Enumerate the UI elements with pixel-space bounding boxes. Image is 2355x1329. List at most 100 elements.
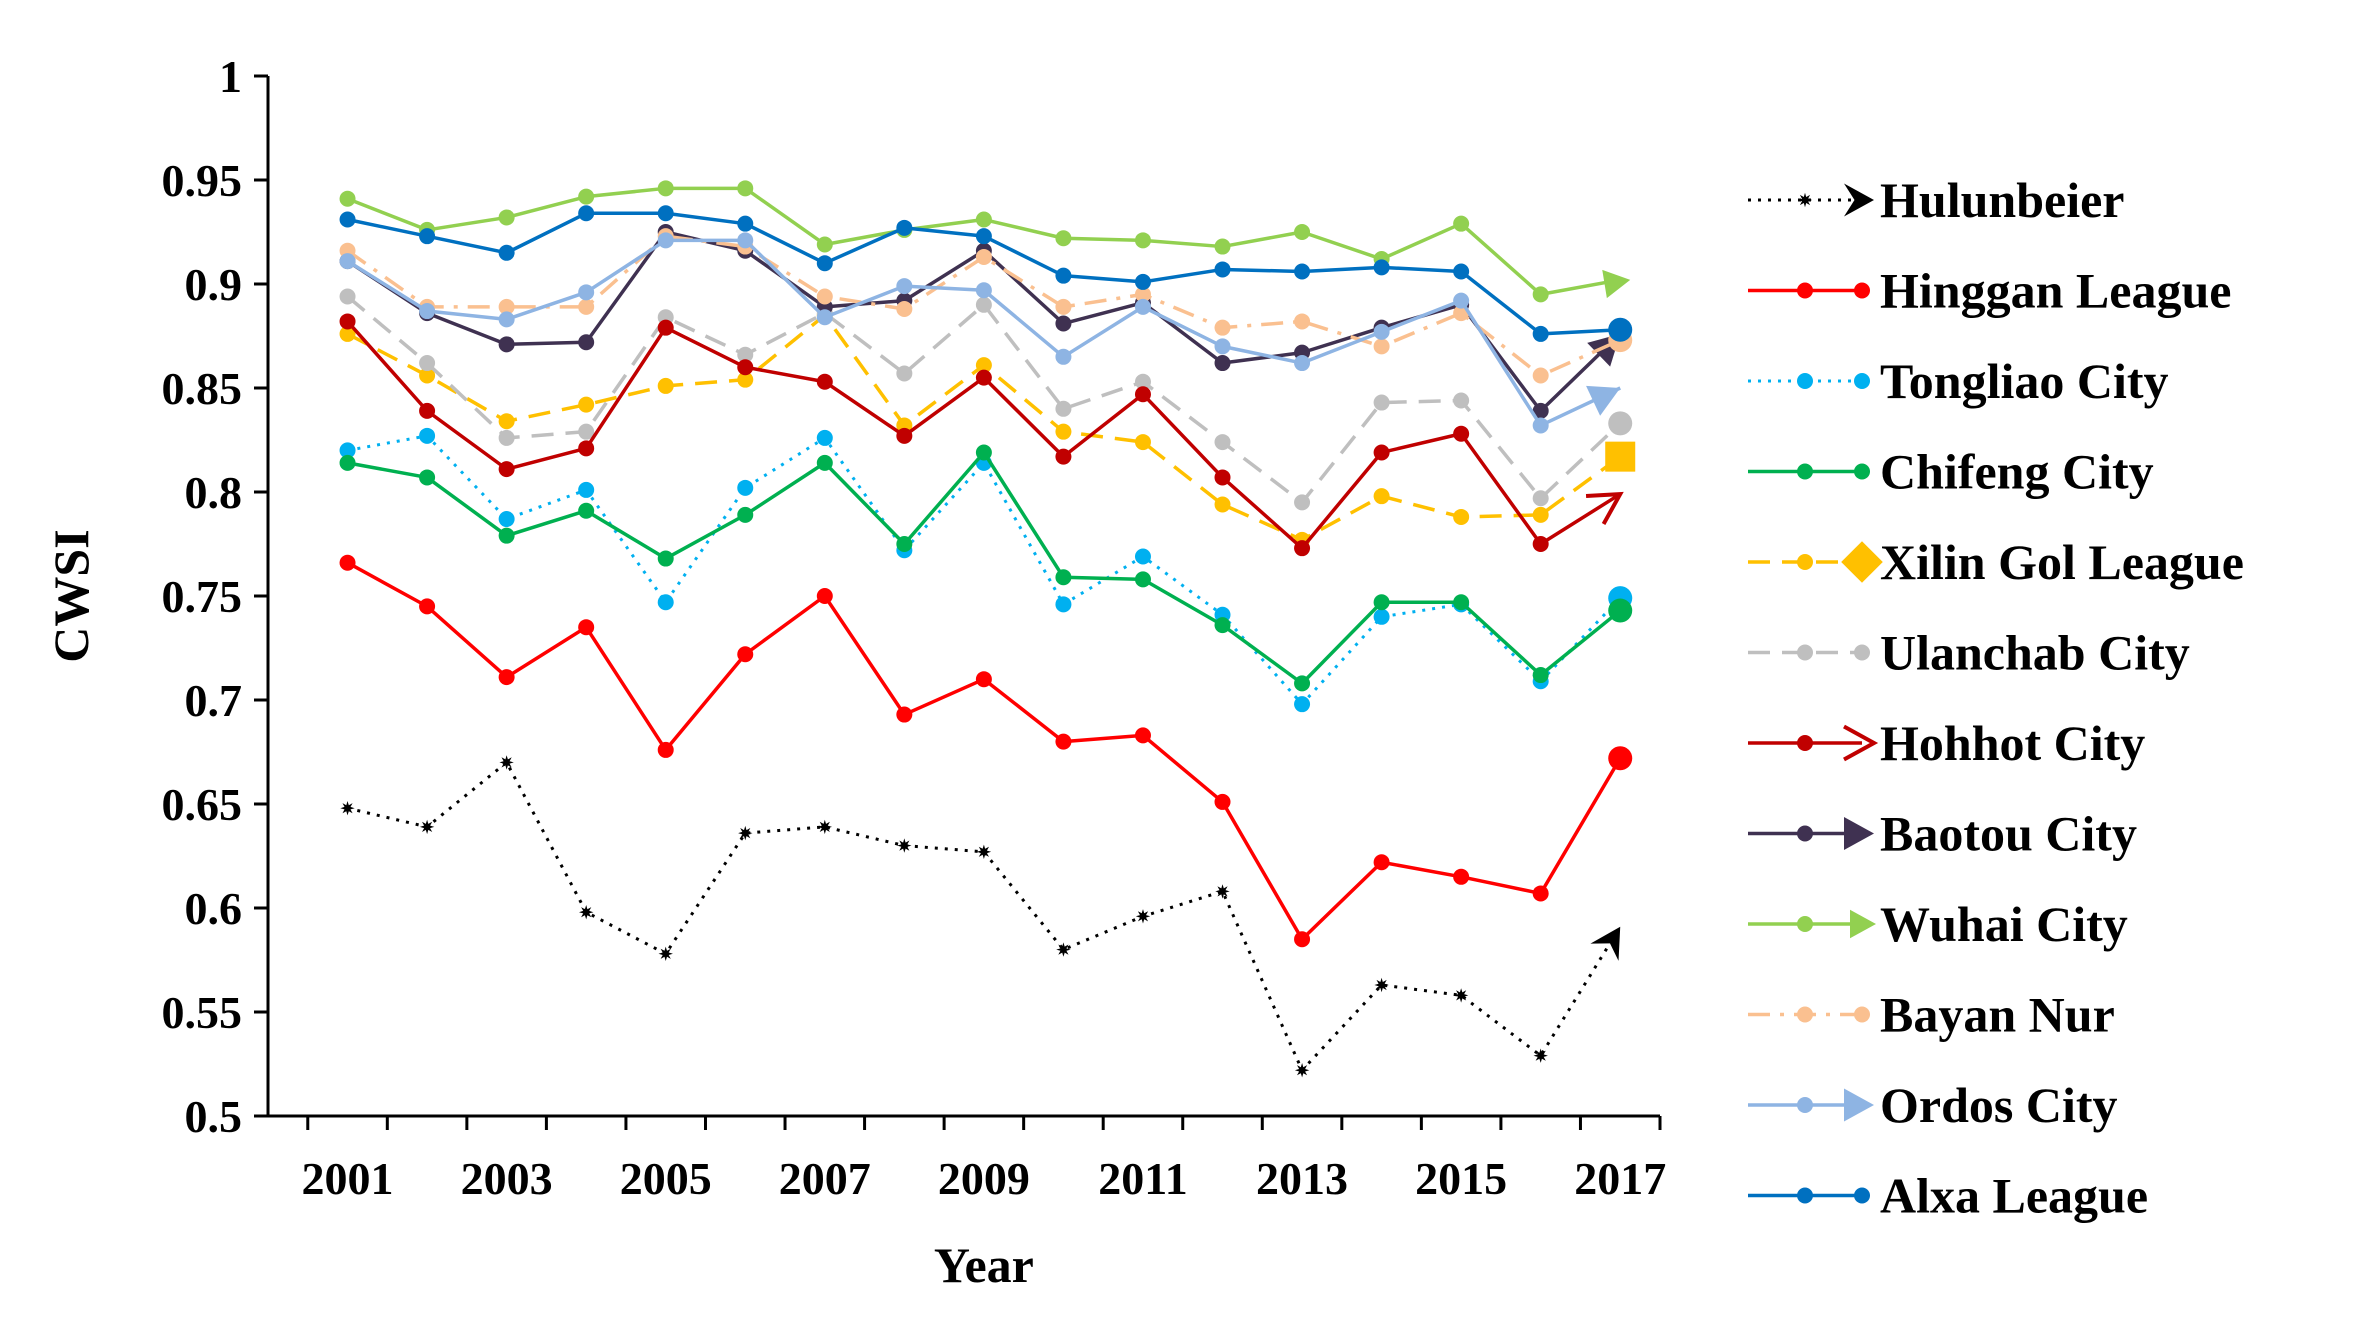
data-point xyxy=(816,288,833,305)
legend-label: Hinggan League xyxy=(1880,263,2231,319)
data-point xyxy=(1533,1048,1548,1063)
data-point xyxy=(1214,238,1231,255)
data-point xyxy=(340,801,355,816)
data-point xyxy=(339,253,356,270)
series-line xyxy=(347,760,1622,1072)
data-point xyxy=(975,444,992,461)
data-point xyxy=(657,232,674,249)
y-tick-label: 0.95 xyxy=(162,155,243,206)
data-point xyxy=(1214,319,1231,336)
data-point xyxy=(1214,469,1231,486)
legend-item: Bayan Nur xyxy=(1748,987,2115,1043)
data-point xyxy=(339,313,356,330)
data-point xyxy=(498,527,515,544)
series-line xyxy=(346,234,1621,378)
data-point xyxy=(1134,386,1151,403)
data-point xyxy=(657,550,674,567)
legend-item: Tongliao City xyxy=(1748,353,2169,409)
data-point xyxy=(1532,490,1549,507)
x-tick-label: 2005 xyxy=(620,1153,712,1204)
data-point-end xyxy=(1602,269,1631,299)
legend-marker xyxy=(1797,1006,1813,1023)
data-point xyxy=(1453,292,1470,309)
data-point xyxy=(657,741,674,758)
data-point xyxy=(1134,232,1151,249)
data-point xyxy=(657,377,674,394)
data-point xyxy=(1135,909,1151,924)
data-point xyxy=(1134,373,1151,390)
legend-item: Alxa League xyxy=(1748,1168,2148,1224)
data-point xyxy=(1453,425,1470,442)
data-point xyxy=(1055,733,1072,750)
data-point xyxy=(419,598,436,615)
legend-marker xyxy=(1797,463,1813,480)
data-point xyxy=(1294,494,1311,511)
data-point xyxy=(737,232,754,249)
y-tick-label: 0.7 xyxy=(185,675,243,726)
data-point xyxy=(1214,261,1231,278)
legend-marker xyxy=(1797,644,1813,661)
series-line xyxy=(346,561,1622,941)
data-point xyxy=(1055,315,1072,332)
legend-item: Ordos City xyxy=(1748,1077,2118,1133)
data-point xyxy=(1373,323,1390,340)
data-point xyxy=(737,215,754,232)
data-point xyxy=(1055,596,1072,613)
data-point xyxy=(1453,868,1470,885)
data-point xyxy=(1055,230,1072,247)
legend-marker xyxy=(1797,282,1813,299)
y-tick-label: 0.55 xyxy=(162,987,243,1038)
data-point xyxy=(737,646,754,663)
data-point xyxy=(1532,885,1549,902)
data-point xyxy=(1134,273,1151,290)
data-point-end xyxy=(1590,926,1621,961)
data-point xyxy=(1453,263,1470,280)
data-point xyxy=(498,413,515,430)
legend-label: Bayan Nur xyxy=(1880,987,2115,1043)
legend-label: Ordos City xyxy=(1880,1077,2118,1133)
data-point xyxy=(896,427,913,444)
series-xilin-gol-league xyxy=(339,307,1636,548)
axes: 0.5 0.55 0.6 0.65 0.7 0.75 0.8 0.85 0.9 0.95 1 2001… xyxy=(162,51,1667,1204)
legend-end-marker xyxy=(1854,282,1870,299)
series-line xyxy=(347,450,1622,686)
data-point xyxy=(498,209,515,226)
data-point-end xyxy=(1608,598,1633,623)
data-point xyxy=(975,671,992,688)
legend-label: Wuhai City xyxy=(1880,896,2128,952)
data-point xyxy=(1214,434,1231,451)
legend-label: Alxa League xyxy=(1880,1168,2148,1224)
series-line xyxy=(346,238,1621,428)
data-point xyxy=(498,336,515,353)
data-point xyxy=(1214,793,1231,810)
legend-end-marker xyxy=(1843,724,1879,762)
data-point xyxy=(1532,367,1549,384)
series-tongliao-city xyxy=(339,427,1633,713)
data-point xyxy=(1055,448,1072,465)
data-point xyxy=(1294,1063,1310,1078)
data-point xyxy=(737,506,754,523)
legend-marker xyxy=(1797,373,1813,389)
series-ordos-city xyxy=(339,232,1621,434)
data-point xyxy=(897,838,912,853)
data-point xyxy=(657,594,674,611)
data-point xyxy=(578,298,595,315)
data-point xyxy=(816,236,833,253)
data-point-end xyxy=(1586,385,1621,416)
data-point xyxy=(1373,608,1390,625)
data-point xyxy=(1373,259,1390,276)
legend-marker xyxy=(1797,825,1813,842)
legend-item: Chifeng City xyxy=(1748,444,2154,500)
x-axis-title: Year xyxy=(934,1237,1034,1293)
data-point xyxy=(419,427,436,444)
legend-label: Chifeng City xyxy=(1880,444,2154,500)
data-point xyxy=(578,188,595,205)
data-point-end xyxy=(1608,746,1633,771)
data-point-end xyxy=(1605,441,1636,472)
data-point xyxy=(579,905,594,920)
data-point xyxy=(419,469,436,486)
data-point xyxy=(578,396,595,413)
legend-label: Tongliao City xyxy=(1880,353,2169,409)
data-point xyxy=(816,429,833,446)
data-point xyxy=(1215,884,1230,899)
